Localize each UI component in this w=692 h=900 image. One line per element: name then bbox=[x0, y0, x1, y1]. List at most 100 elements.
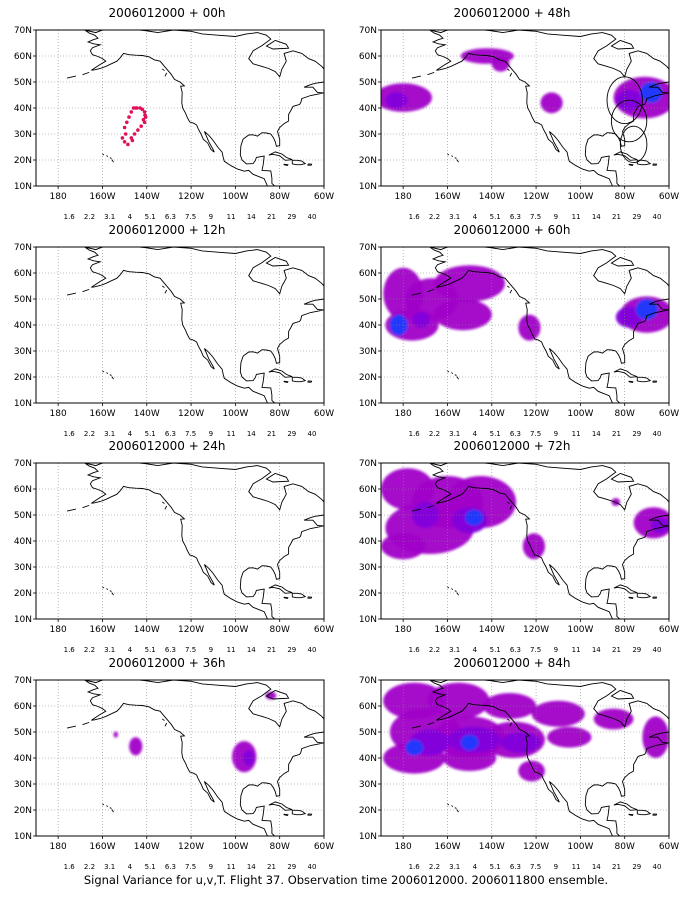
coastline-island bbox=[164, 722, 168, 727]
coastline bbox=[66, 247, 324, 403]
observation-point bbox=[126, 142, 130, 147]
colorbar-label: 21 bbox=[612, 430, 621, 438]
coastline-island bbox=[610, 256, 635, 267]
colorbar-label: 7.5 bbox=[530, 430, 541, 438]
coastline-island bbox=[628, 813, 634, 817]
coastline-island bbox=[283, 163, 289, 167]
gridlines bbox=[36, 247, 324, 403]
contour-blob bbox=[465, 509, 483, 526]
colorbar-label: 3.1 bbox=[104, 863, 115, 871]
coastline-island bbox=[609, 680, 642, 681]
lon-label: 180 bbox=[395, 842, 412, 852]
coastline-island bbox=[411, 725, 421, 729]
lon-label: 80W bbox=[615, 625, 635, 635]
map-content bbox=[36, 30, 324, 186]
coastline-north-america bbox=[84, 680, 324, 836]
lon-label: 160W bbox=[434, 409, 460, 419]
colorbar-label: 14 bbox=[247, 430, 256, 438]
panel-title: 2006012000 + 24h bbox=[108, 439, 226, 453]
lon-label: 100W bbox=[567, 192, 593, 202]
coastline bbox=[411, 30, 669, 186]
coastline-island bbox=[111, 159, 114, 163]
colorbar-label: 6.3 bbox=[510, 863, 521, 871]
colorbar-label: 3.1 bbox=[104, 430, 115, 438]
lat-label: 20N bbox=[14, 156, 32, 166]
lon-label: 60W bbox=[314, 625, 334, 635]
coastline-island bbox=[82, 721, 90, 726]
coastline-island bbox=[268, 151, 293, 161]
lon-label: 100W bbox=[222, 409, 248, 419]
lon-label: 60W bbox=[659, 842, 679, 852]
coastline-north-america bbox=[84, 30, 324, 186]
lat-label: 50N bbox=[14, 295, 32, 305]
lon-label: 180 bbox=[395, 409, 412, 419]
lon-label: 80W bbox=[615, 192, 635, 202]
coastline-island bbox=[456, 592, 459, 596]
colorbar-label: 21 bbox=[267, 213, 276, 221]
colorbar-label: 5.1 bbox=[490, 646, 501, 654]
panel-title: 2006012000 + 84h bbox=[453, 656, 571, 670]
lon-label: 60W bbox=[659, 409, 679, 419]
map-svg: 10N 20N 30N 40N 50N 60N 70N 180 160W 140W 120W 100W… bbox=[359, 676, 679, 871]
contour-ring bbox=[610, 99, 648, 143]
colorbar-label: 40 bbox=[308, 863, 317, 871]
lon-label: 100W bbox=[567, 842, 593, 852]
coastline-island bbox=[652, 163, 658, 166]
colorbar-label: 3.1 bbox=[449, 863, 460, 871]
coastline-island bbox=[636, 809, 652, 816]
coastline-island bbox=[609, 247, 642, 248]
lon-label: 80W bbox=[615, 409, 635, 419]
coastline-island bbox=[454, 374, 457, 376]
colorbar-label: 2.2 bbox=[84, 863, 95, 871]
map-svg: 10N 20N 30N 40N 50N 60N 70N 180 160W 140W 120W 100W… bbox=[14, 26, 334, 221]
map-panel: 2006012000 + 72h 10N 20N 30N 40N 50N 60N 70N 180… bbox=[347, 433, 679, 654]
coastline-island bbox=[456, 376, 459, 380]
colorbar-label: 9 bbox=[209, 430, 213, 438]
coastline-north-america bbox=[429, 680, 669, 836]
map-panel: 2006012000 + 48h 10N 20N 30N 40N 50N 60N 70N 180… bbox=[347, 0, 679, 221]
coastline-island bbox=[411, 75, 421, 79]
lon-label: 60W bbox=[314, 409, 334, 419]
gridlines bbox=[381, 30, 669, 186]
contour-blob bbox=[381, 533, 426, 560]
colorbar-label: 29 bbox=[632, 863, 641, 871]
coastline-island bbox=[427, 288, 435, 293]
colorbar-label: 9 bbox=[554, 430, 558, 438]
lon-label: 160W bbox=[89, 409, 115, 419]
coastline-island bbox=[307, 813, 313, 816]
lon-label: 100W bbox=[222, 842, 248, 852]
coastline-island bbox=[162, 68, 165, 71]
coastline-island bbox=[507, 285, 510, 288]
map-content bbox=[381, 463, 669, 619]
colorbar-label: 4 bbox=[473, 863, 478, 871]
colorbar-label: 5.1 bbox=[145, 430, 156, 438]
lat-label: 70N bbox=[14, 676, 32, 686]
colorbar-label: 5.1 bbox=[490, 863, 501, 871]
coastline-island bbox=[111, 376, 114, 380]
coastline-north-america bbox=[429, 30, 669, 186]
colorbar-label: 11 bbox=[572, 863, 581, 871]
lon-label: 120W bbox=[178, 192, 204, 202]
lat-label: 20N bbox=[14, 589, 32, 599]
colorbar-label: 11 bbox=[227, 863, 236, 871]
lon-label: 180 bbox=[50, 192, 67, 202]
colorbar-label: 4 bbox=[473, 213, 478, 221]
lat-label: 70N bbox=[14, 243, 32, 253]
lat-label: 40N bbox=[359, 537, 377, 547]
map-panel: 2006012000 + 24h 10N 20N 30N 40N 50N 60N 70N 180… bbox=[2, 433, 334, 654]
colorbar-label: 9 bbox=[554, 863, 558, 871]
lat-label: 10N bbox=[359, 832, 377, 842]
coastline-island bbox=[307, 163, 313, 166]
coastline-island bbox=[456, 809, 459, 813]
coastline-island bbox=[265, 39, 290, 50]
map-svg: 10N 20N 30N 40N 50N 60N 70N 180 160W 140W 120W 100W… bbox=[359, 26, 679, 221]
colorbar-label: 2.2 bbox=[84, 213, 95, 221]
coastline-island bbox=[66, 725, 76, 729]
colorbar-label: 4 bbox=[128, 646, 133, 654]
colorbar-label: 1.6 bbox=[64, 430, 76, 438]
lat-label: 40N bbox=[14, 537, 32, 547]
coastline-island bbox=[111, 592, 114, 596]
colorbar-label: 5.1 bbox=[490, 213, 501, 221]
lat-label: 60N bbox=[359, 702, 377, 712]
contour-blob bbox=[615, 306, 643, 328]
